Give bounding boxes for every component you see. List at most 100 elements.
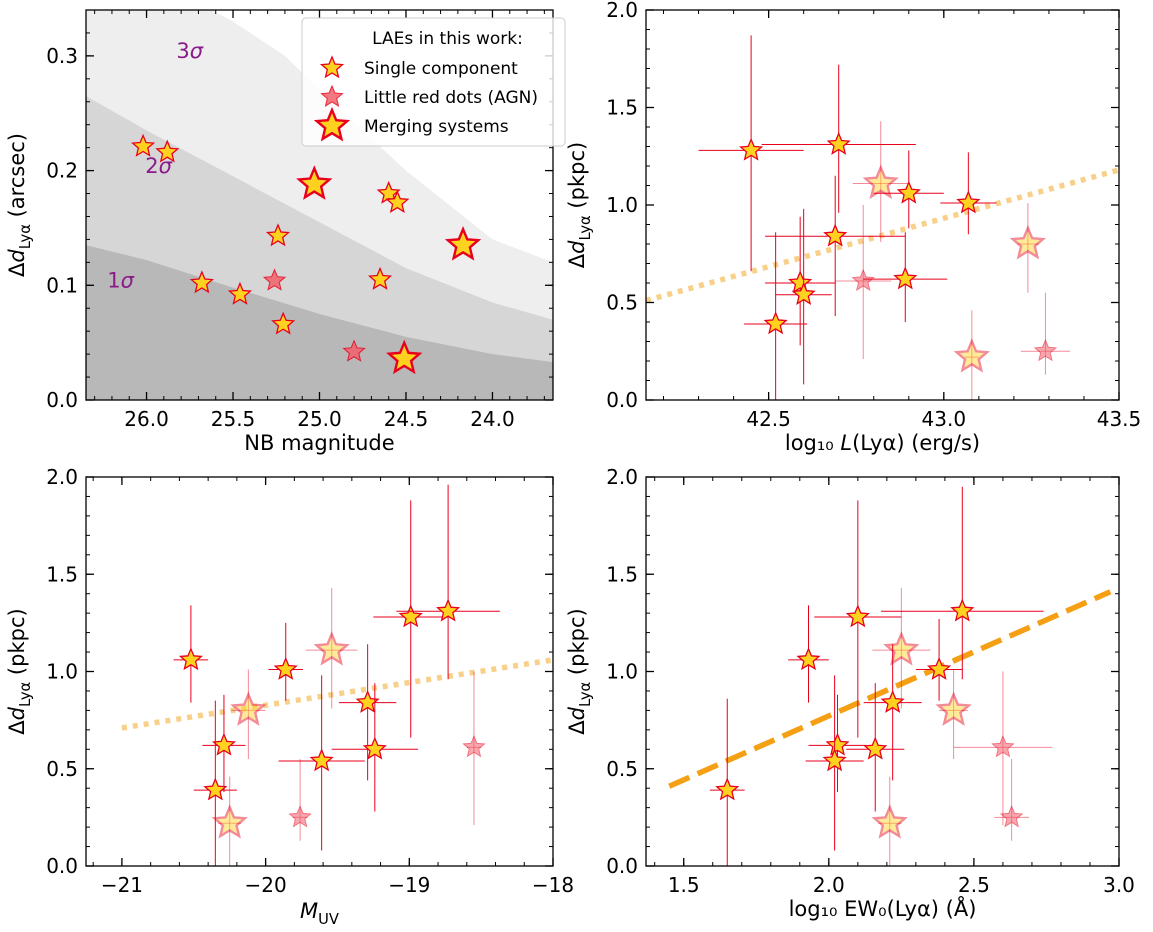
legend-label-merger: Merging systems (364, 117, 509, 137)
legend-label-single: Single component (364, 59, 518, 79)
merger-marker (862, 164, 899, 200)
merger-marker (953, 337, 991, 373)
single-marker (385, 190, 410, 213)
x-tick-label: 43.0 (922, 407, 967, 431)
x-tick-label: −21 (101, 873, 143, 897)
x-tick-label: −18 (532, 873, 574, 897)
single-marker (950, 598, 975, 622)
merger-marker (444, 226, 482, 261)
y-tick-label: 0.0 (46, 854, 78, 878)
legend-label-lrd: Little red dots (AGN) (364, 88, 538, 108)
single-marker (927, 656, 952, 680)
single-marker (309, 748, 334, 772)
merger-marker (211, 804, 248, 839)
panel-lum: 42.5 43.0 43.5 0.0 0.5 1.0 1.5 2.0 log₁₀ L(Lyα) … (565, 0, 1141, 455)
x-axis-label: log₁₀ EW₀(Lyα) (Å) (789, 895, 977, 921)
single-marker (863, 736, 888, 760)
y-tick-label: 1.0 (606, 660, 638, 684)
lrd-marker (288, 805, 312, 828)
x-tick-label: 25.0 (297, 407, 342, 431)
single-marker (893, 266, 918, 290)
y-tick-label: 1.0 (46, 660, 78, 684)
y-tick-label: 2.0 (46, 465, 78, 489)
x-tick-label: 43.5 (1097, 407, 1142, 431)
single-marker (896, 180, 921, 204)
y-tick-label: 2.0 (606, 0, 638, 22)
panel-muv: −21 −20 −19 −18 0.0 0.5 1.0 1.5 2.0 MUV ΔdLyα (pkp… (5, 465, 574, 928)
single-marker (178, 647, 203, 671)
single-marker (367, 266, 393, 290)
merger-marker (935, 691, 972, 726)
x-tick-label: 42.5 (746, 407, 791, 431)
legend-marker-single (319, 55, 345, 79)
x-tick-label: 2.5 (958, 873, 990, 897)
lrd-marker (851, 268, 875, 292)
y-tick-label: 0.0 (46, 388, 78, 412)
x-tick-label: −19 (388, 873, 430, 897)
single-marker (739, 137, 764, 161)
y-tick-label: 2.0 (606, 465, 638, 489)
plot-area (668, 486, 1112, 866)
single-marker (956, 190, 981, 214)
x-axis-label: NB magnitude (244, 431, 394, 455)
merger-marker (871, 804, 908, 839)
lrd-marker (999, 805, 1024, 828)
single-marker (362, 736, 387, 760)
single-marker (273, 656, 298, 680)
single-marker (826, 131, 851, 155)
merger-marker (1009, 224, 1047, 260)
x-axis-label: log₁₀ L(Lyα) (erg/s) (785, 431, 980, 455)
axes-frame (645, 9, 1120, 401)
y-axis-label: ΔdLyα (pkpc) (5, 608, 34, 734)
x-tick-label: 25.5 (211, 407, 256, 431)
x-tick-label: 24.0 (470, 407, 515, 431)
lrd-marker (262, 268, 287, 291)
y-tick-label: 0.2 (46, 159, 78, 183)
y-tick-label: 0.1 (46, 273, 78, 297)
x-tick-label: −20 (245, 873, 287, 897)
y-tick-label: 1.5 (46, 562, 78, 586)
plot-area (646, 35, 1119, 400)
single-marker (211, 732, 237, 756)
y-tick-label: 0.5 (606, 291, 638, 315)
single-marker (131, 133, 156, 157)
legend: LAEs in this work: Single component Little… (301, 17, 566, 147)
y-axis-label: ΔdLyα (arcsec) (5, 133, 34, 277)
merger-marker (230, 691, 267, 726)
y-tick-label: 0.5 (606, 757, 638, 781)
single-marker (203, 777, 228, 801)
y-tick-label: 1.5 (606, 96, 638, 120)
single-marker (880, 689, 905, 713)
y-tick-label: 0.0 (606, 388, 638, 412)
single-marker (715, 777, 740, 801)
lrd-marker (1033, 338, 1058, 362)
fit-line-dashed (668, 589, 1112, 789)
fit-line-dotted (646, 167, 1119, 304)
single-marker (823, 223, 848, 247)
single-marker (796, 647, 821, 671)
x-tick-label: 1.5 (668, 873, 700, 897)
plot-area (121, 484, 553, 866)
lrd-marker (462, 735, 486, 758)
y-tick-label: 0.3 (46, 44, 78, 68)
x-tick-label: 24.5 (384, 407, 429, 431)
y-axis-label: ΔdLyα (pkpc) (565, 142, 594, 268)
y-tick-label: 0.5 (46, 757, 78, 781)
single-marker (822, 748, 847, 772)
single-marker (791, 282, 816, 305)
merger-marker (386, 339, 423, 375)
legend-marker-merger (313, 106, 351, 142)
lrd-marker (342, 339, 366, 362)
fit-line-dotted (121, 657, 553, 731)
single-marker (376, 180, 401, 204)
single-marker (825, 732, 850, 756)
y-tick-label: 1.5 (606, 562, 638, 586)
merger-marker (883, 630, 920, 666)
legend-marker-lrd (320, 84, 344, 107)
sigma-label-3: 3σ (176, 39, 203, 63)
y-axis-label: ΔdLyα (pkpc) (565, 608, 594, 734)
